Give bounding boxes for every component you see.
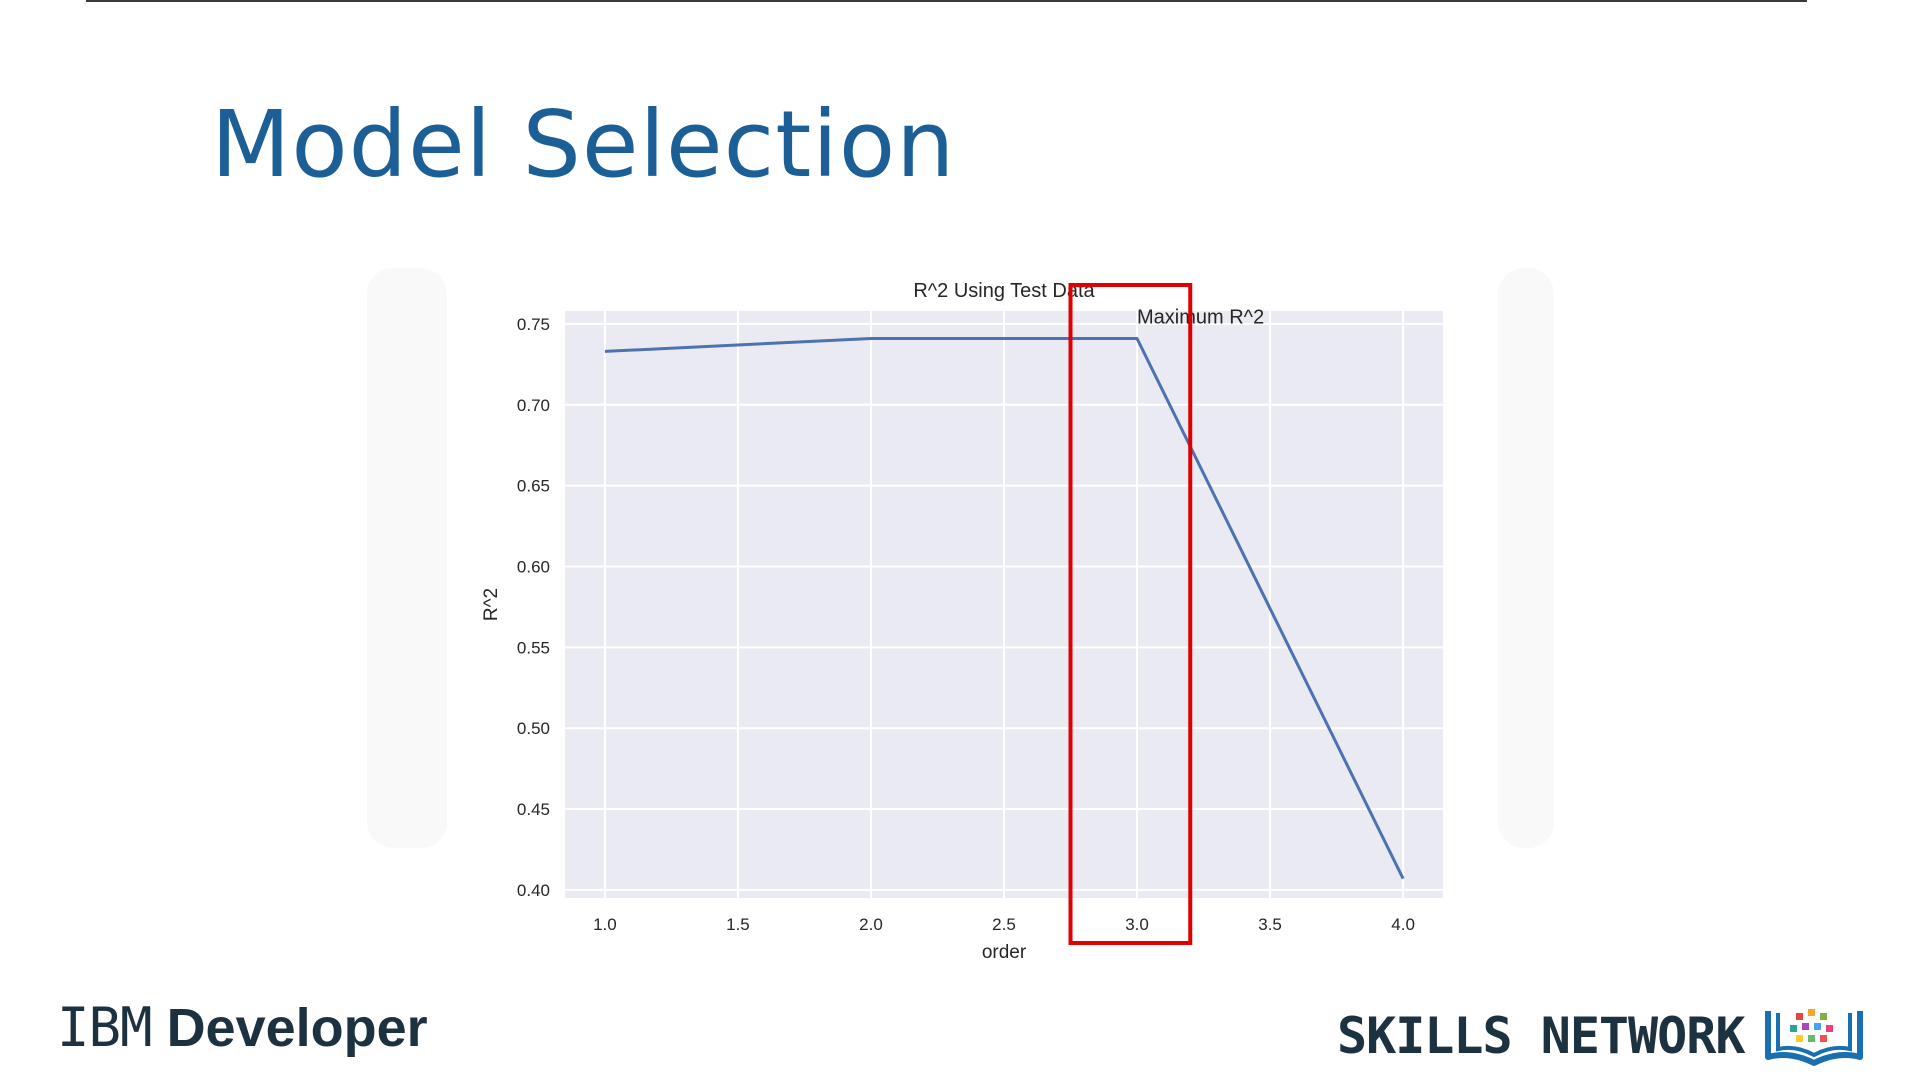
series-line-r2: [604, 336, 1405, 880]
y-tick-label: 0.45: [517, 800, 550, 819]
x-tick-label: 1.5: [726, 915, 750, 934]
y-tick-label: 0.40: [517, 881, 550, 900]
skills-network-wordmark: SKILLS NETWORK: [1337, 1007, 1745, 1065]
open-book-dots-icon: [1765, 1009, 1864, 1066]
x-tick-label: 3.5: [1258, 915, 1282, 934]
x-tick-label: 1.0: [593, 915, 617, 934]
x-tick-label: 2.5: [992, 915, 1016, 934]
y-tick-labels: 0.40 0.45 0.50 0.55 0.60 0.65 0.70 0.75: [517, 315, 550, 900]
y-tick-label: 0.75: [517, 315, 550, 334]
y-tick-label: 0.50: [517, 719, 550, 738]
y-tick-label: 0.55: [517, 638, 550, 657]
y-tick-label: 0.60: [517, 557, 550, 576]
top-divider: [86, 0, 1807, 2]
x-tick-label: 3.0: [1125, 915, 1149, 934]
x-tick-label: 4.0: [1391, 915, 1415, 934]
developer-wordmark: Developer: [166, 998, 428, 1058]
x-tick-label: 2.0: [859, 915, 883, 934]
slide-title: Model Selection: [211, 91, 956, 198]
highlight-box: [1068, 283, 1193, 945]
background-panel-left: [367, 268, 447, 848]
x-axis-label: order: [982, 942, 1027, 963]
skills-network-logo: SKILLS NETWORK: [1337, 1005, 1864, 1067]
r2-line-chart: 0.40 0.45 0.50 0.55 0.60 0.65 0.70 0.75 1.0 1.5 2…: [481, 280, 1443, 963]
grid-lines: [565, 311, 1443, 898]
x-tick-labels: 1.0 1.5 2.0 2.5 3.0 3.5 4.0: [593, 915, 1415, 934]
ibm-wordmark: IBM: [57, 996, 153, 1059]
chart-title: R^2 Using Test Data: [913, 280, 1095, 302]
background-panel-right: [1498, 268, 1554, 848]
y-axis-label: R^2: [481, 588, 502, 621]
y-tick-label: 0.65: [517, 477, 550, 496]
annotation-maximum-r2: Maximum R^2: [1137, 306, 1264, 328]
ibm-developer-logo: IBM Developer: [57, 996, 428, 1060]
y-tick-label: 0.70: [517, 396, 550, 415]
